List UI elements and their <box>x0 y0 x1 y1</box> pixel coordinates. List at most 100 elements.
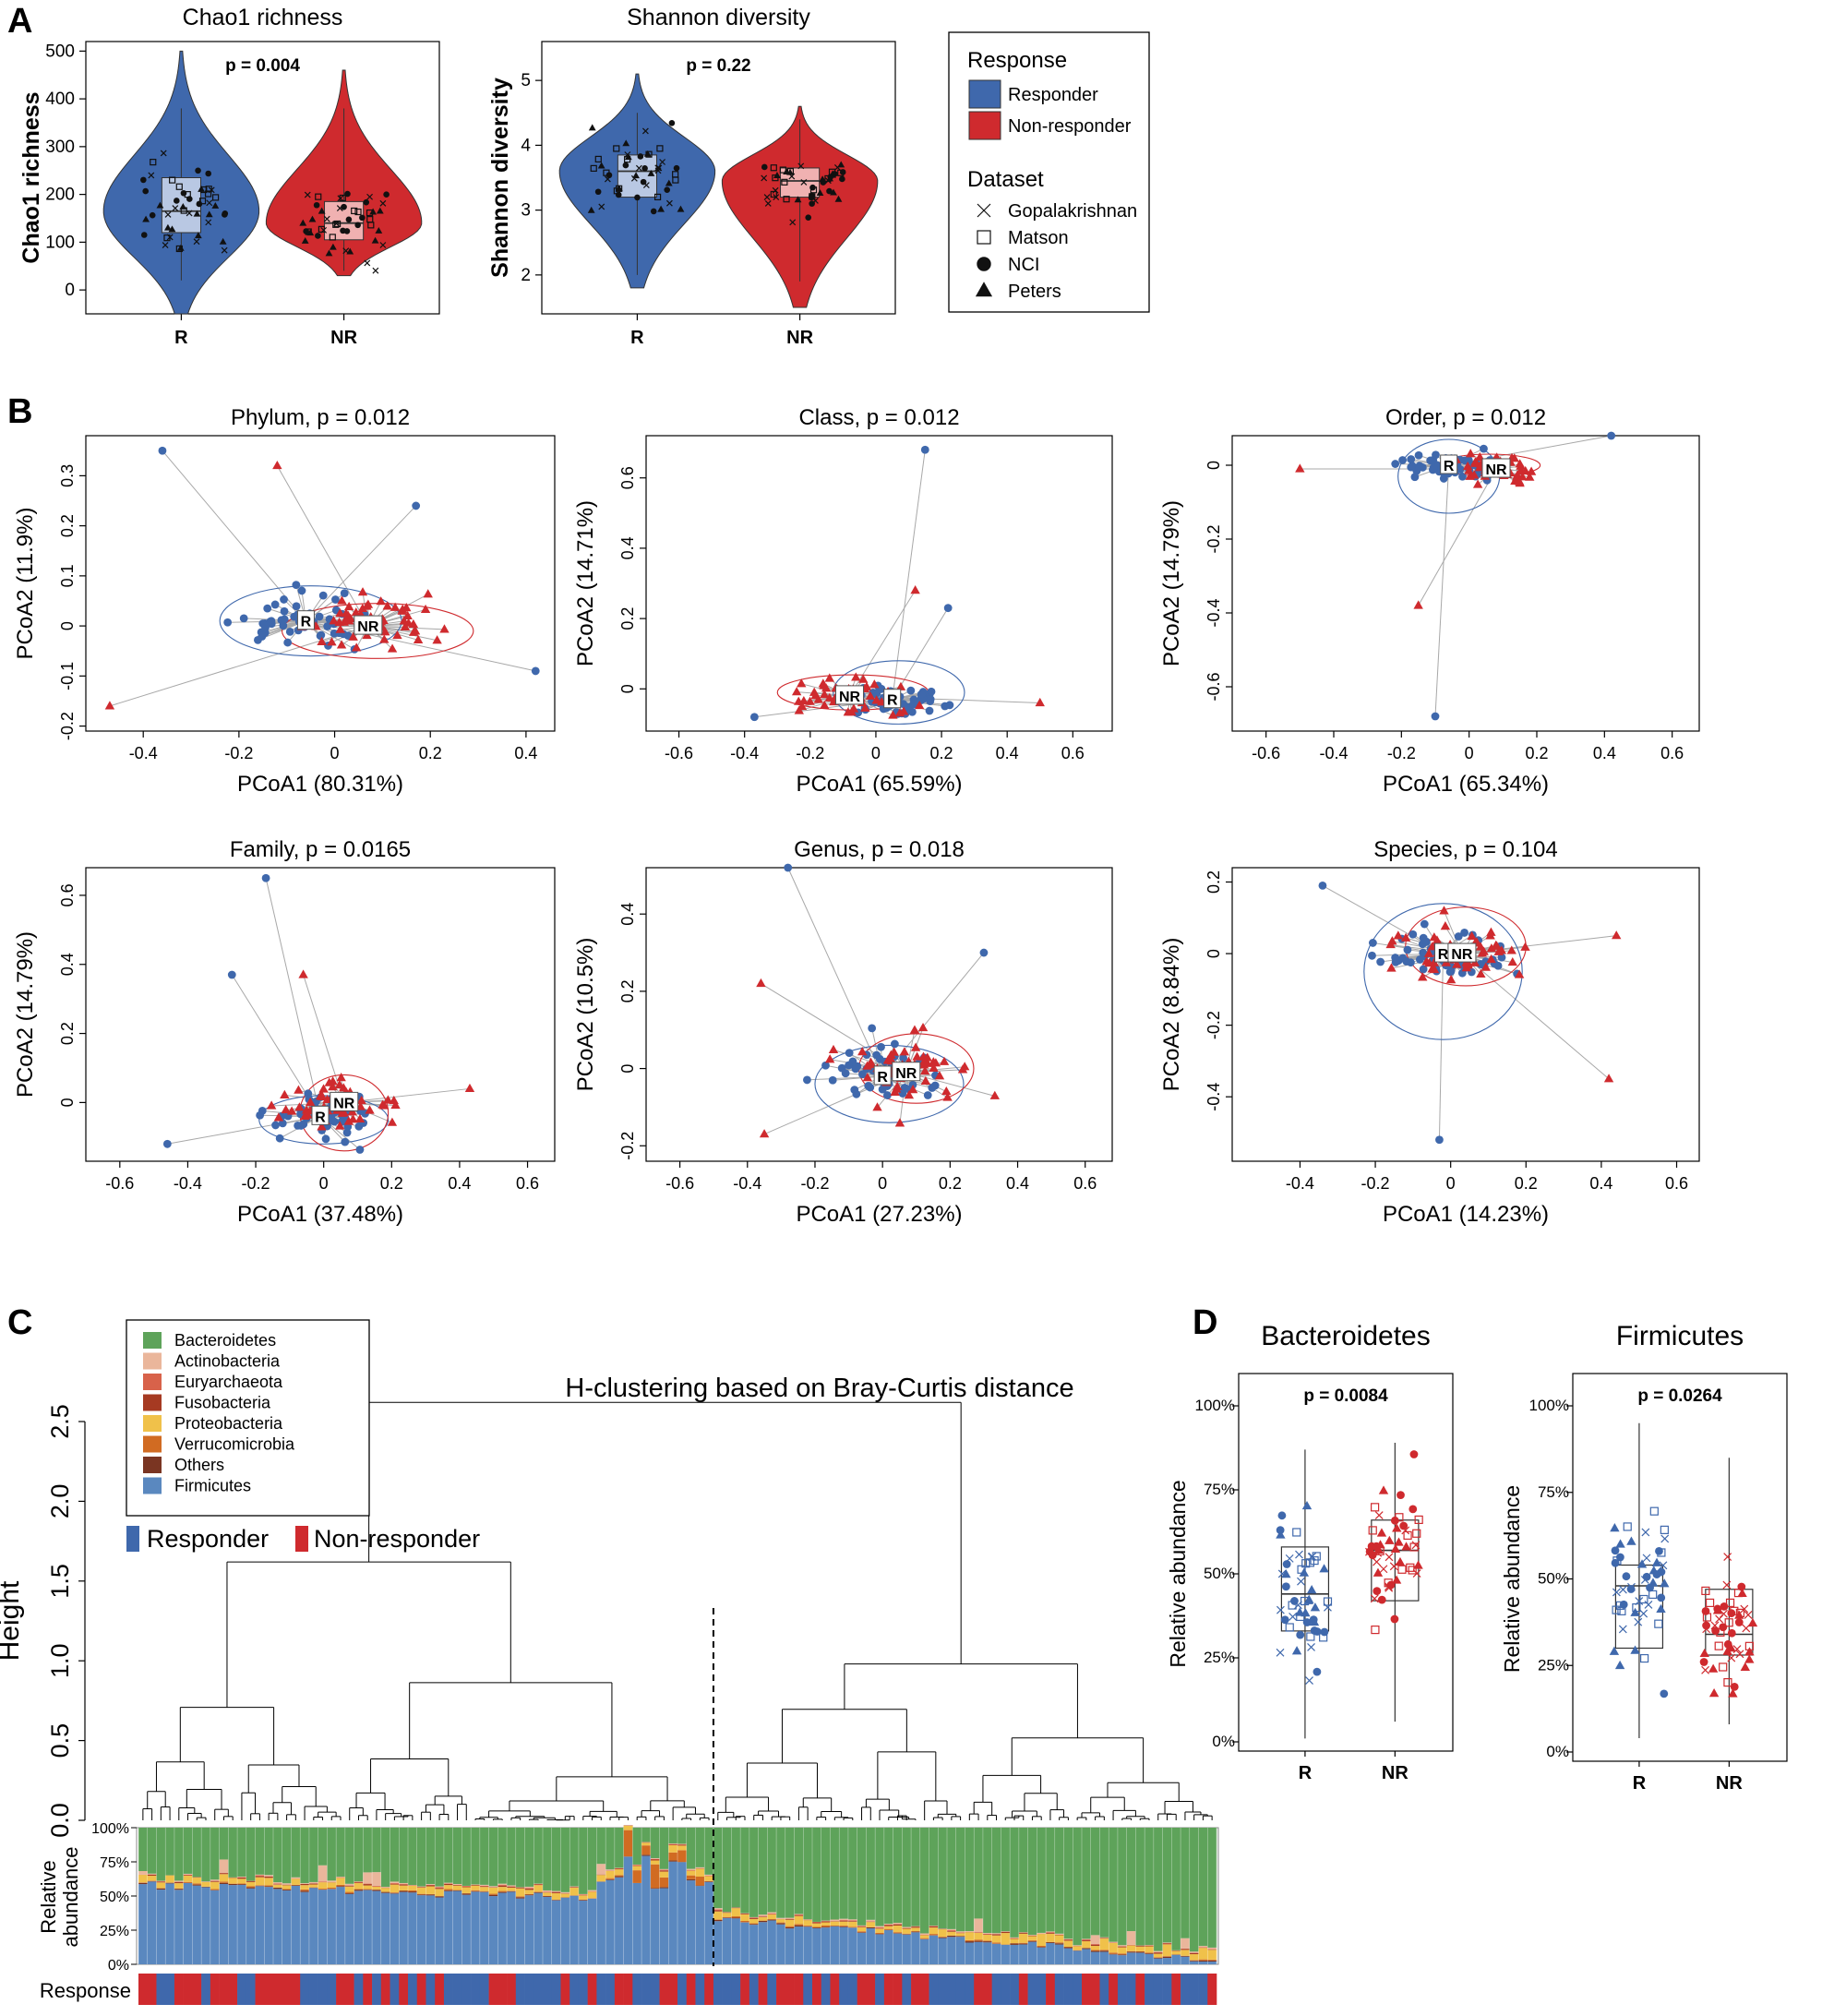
y-tick-label: 300 <box>45 138 75 157</box>
p-value-label: p = 0.0084 <box>1303 1386 1388 1406</box>
stacked-bar-fusobacteria <box>839 1920 849 1922</box>
stacked-bar-fusobacteria <box>677 1844 688 1846</box>
stacked-bar-firmicutes <box>201 1887 211 1964</box>
stacked-bar-bacteroidetes <box>677 1828 688 1844</box>
data-point-non-responder <box>907 1084 918 1094</box>
stacked-bar-euryarchaeota <box>1162 1942 1172 1944</box>
spider-line <box>849 590 917 697</box>
stacked-bar-proteobacteria <box>659 1871 669 1878</box>
data-point <box>1611 1546 1620 1555</box>
data-point-non-responder <box>1475 942 1486 951</box>
stacked-bar-actinobacteria <box>596 1864 606 1875</box>
data-point <box>1373 1587 1382 1595</box>
data-point <box>1654 1619 1663 1628</box>
stacked-bar-others <box>1010 1943 1020 1945</box>
centroid-label: R <box>301 615 312 630</box>
data-point-non-responder <box>348 631 358 641</box>
response-cell-non-responder <box>785 1974 795 2005</box>
y-tick-label: 75% <box>1204 1481 1235 1498</box>
legend-marker-square <box>977 230 991 245</box>
stacked-bar-proteobacteria <box>300 1885 310 1890</box>
stacked-bar-bacteroidetes <box>578 1828 588 1894</box>
stacked-bar-actinobacteria <box>1037 1932 1047 1934</box>
data-point-non-responder <box>328 1076 338 1086</box>
response-cell-responder <box>767 1974 777 2005</box>
stacked-bar-euryarchaeota <box>587 1890 597 1892</box>
stacked-bar-bacteroidetes <box>183 1828 193 1874</box>
data-point-responder <box>280 615 289 624</box>
stacked-bar-fusobacteria <box>282 1884 292 1886</box>
stacked-bar-fusobacteria <box>156 1881 166 1883</box>
stacked-bar-proteobacteria <box>308 1884 318 1888</box>
response-cell-non-responder <box>686 1974 696 2005</box>
stacked-bar-bacteroidetes <box>569 1828 580 1887</box>
data-point-non-responder <box>390 1099 401 1110</box>
stacked-bar-firmicutes <box>183 1882 193 1964</box>
stacked-bar-firmicutes <box>578 1900 588 1964</box>
stacked-bar-bacteroidetes <box>1082 1828 1092 1939</box>
data-point <box>1376 1528 1387 1537</box>
stacked-bar-proteobacteria <box>462 1887 472 1893</box>
stacked-bar-others <box>1153 1957 1163 1959</box>
response-cell-responder <box>308 1974 318 2005</box>
stacked-bar-others <box>273 1887 283 1890</box>
data-point-non-responder <box>942 1092 953 1101</box>
stacked-bar-proteobacteria <box>336 1878 346 1885</box>
response-cell-responder <box>1027 1974 1037 2005</box>
stacked-bar-bacteroidetes <box>955 1828 965 1932</box>
data-point-non-responder <box>464 1083 475 1093</box>
stacked-bar-actinobacteria <box>390 1881 400 1883</box>
stacked-bar-proteobacteria <box>1037 1934 1047 1946</box>
stacked-bar-firmicutes <box>255 1886 265 1964</box>
data-point <box>301 236 309 244</box>
centroid-label-box <box>1447 942 1477 963</box>
data-point <box>668 120 676 126</box>
data-point-responder <box>864 1081 873 1090</box>
stacked-bar-proteobacteria <box>722 1913 732 1917</box>
stacked-bar-bacteroidetes <box>399 1828 409 1883</box>
stacked-bar-euryarchaeota <box>372 1885 382 1887</box>
ellipse-R <box>814 1044 965 1123</box>
data-point-responder <box>917 690 926 699</box>
data-point <box>1622 1572 1631 1581</box>
data-point-responder <box>1368 951 1376 960</box>
stacked-bar-verrucomicrobia <box>264 1885 274 1887</box>
stacked-bar-bacteroidetes <box>390 1828 400 1882</box>
data-point <box>1408 1505 1418 1514</box>
data-point-responder <box>1410 473 1420 482</box>
data-point <box>1648 1590 1658 1599</box>
stacked-bar-fusobacteria <box>507 1886 517 1888</box>
data-point <box>318 225 326 233</box>
stacked-bar-actinobacteria <box>1090 1935 1100 1944</box>
stacked-bar-verrucomicrobia <box>1198 1959 1208 1961</box>
stacked-bar-others <box>192 1884 202 1886</box>
stacked-bar-euryarchaeota <box>543 1891 553 1892</box>
data-point-non-responder <box>1429 964 1440 974</box>
data-point-non-responder <box>894 1118 905 1127</box>
data-point <box>1640 1653 1649 1663</box>
data-point-non-responder <box>1439 906 1449 915</box>
y-tick-label: -0.6 <box>1205 672 1223 701</box>
data-point-responder <box>299 1120 308 1129</box>
stacked-bar-bacteroidetes <box>264 1828 274 1876</box>
stacked-bar-firmicutes <box>965 1942 975 1964</box>
response-cell-non-responder <box>344 1974 354 2005</box>
data-point <box>333 220 342 228</box>
data-point-non-responder <box>351 607 361 617</box>
data-point-non-responder <box>410 626 420 635</box>
response-cell-responder <box>443 1974 453 2005</box>
data-point-non-responder <box>390 602 401 611</box>
stacked-bar-actinobacteria <box>380 1887 390 1888</box>
stacked-bar-others <box>974 1940 984 1942</box>
data-point-responder <box>821 1061 830 1070</box>
stacked-bar-verrucomicrobia <box>982 1940 992 1942</box>
stacked-bar-actinobacteria <box>1198 1946 1208 1948</box>
data-point <box>1744 1611 1753 1619</box>
stacked-bar-euryarchaeota <box>524 1888 534 1890</box>
stacked-bar-proteobacteria <box>982 1935 992 1941</box>
stacked-bar-others <box>1090 1950 1100 1952</box>
stacked-bar-fusobacteria <box>479 1886 489 1888</box>
stacked-bar-firmicutes <box>327 1889 337 1964</box>
stacked-bar-proteobacteria <box>632 1866 642 1871</box>
stacked-bar-others <box>507 1890 517 1892</box>
